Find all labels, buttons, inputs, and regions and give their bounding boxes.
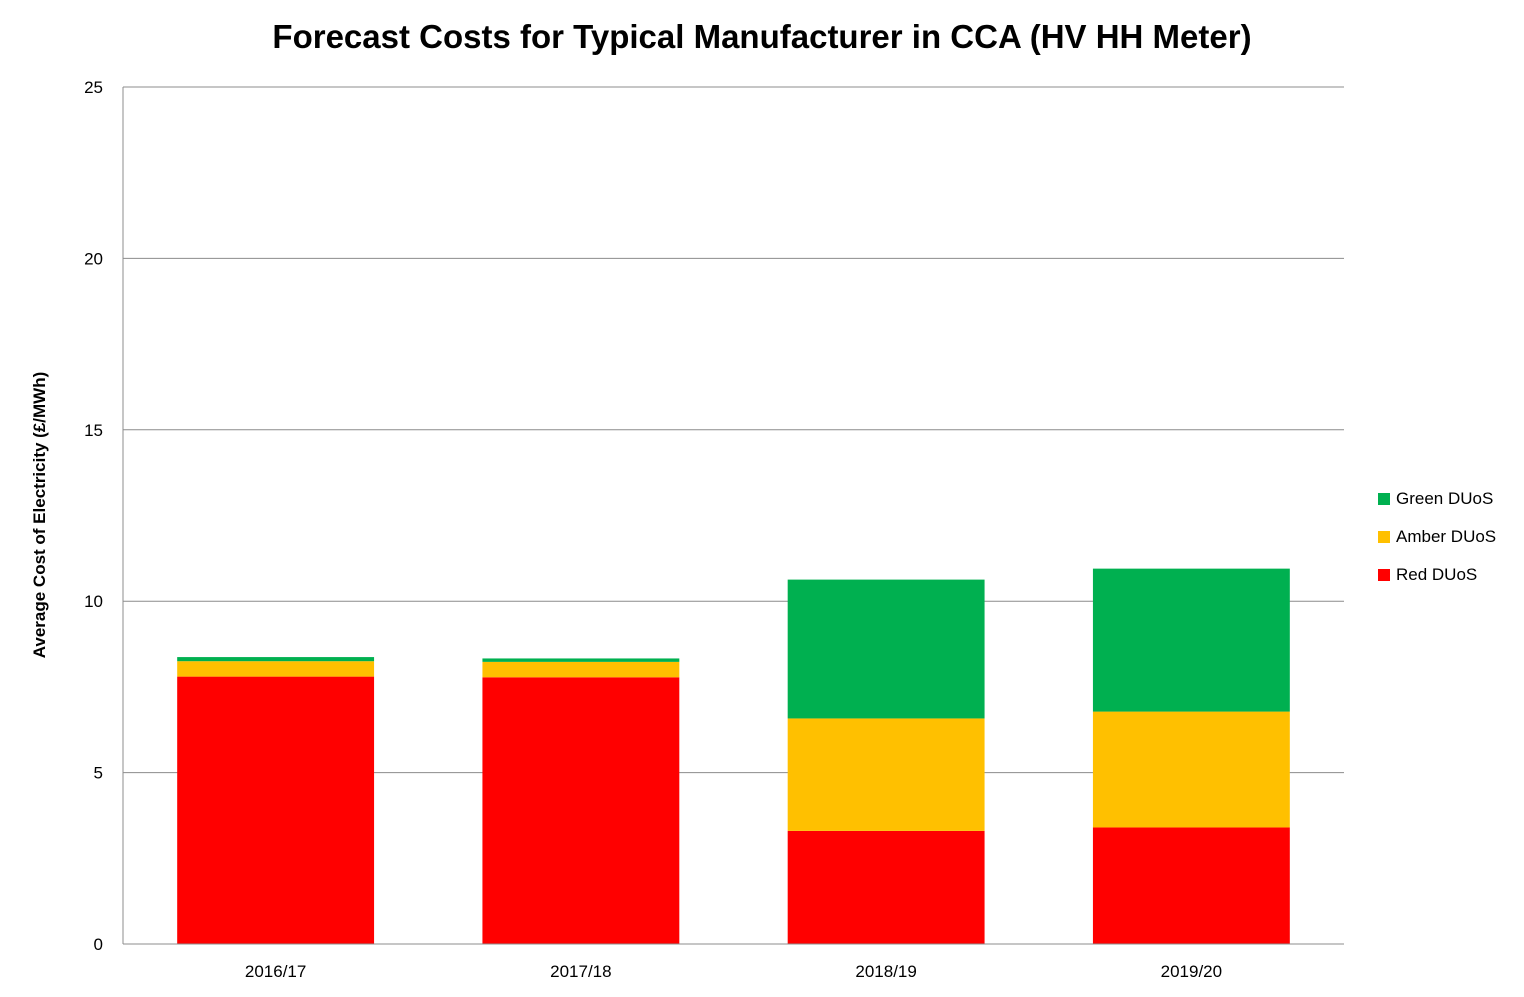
bar-amber-duos (482, 661, 680, 678)
y-tick-label: 5 (94, 764, 103, 783)
bar-green-duos (482, 658, 680, 662)
y-tick-label: 25 (84, 78, 103, 97)
bar-green-duos (787, 579, 985, 719)
bar-amber-duos (787, 718, 985, 831)
bar-amber-duos (177, 661, 375, 677)
bar-green-duos (177, 657, 375, 662)
y-tick-label: 15 (84, 421, 103, 440)
legend-item: Amber DUoS (1378, 518, 1496, 556)
legend-item: Red DUoS (1378, 556, 1496, 594)
legend-swatch (1378, 493, 1390, 505)
legend-swatch (1378, 569, 1390, 581)
bar-amber-duos (1092, 711, 1290, 828)
bar-red-duos (1092, 827, 1290, 944)
y-tick-label: 10 (84, 592, 103, 611)
legend-item: Green DUoS (1378, 480, 1496, 518)
chart-title: Forecast Costs for Typical Manufacturer … (272, 18, 1252, 55)
bar-red-duos (787, 830, 985, 944)
bar-red-duos (177, 676, 375, 944)
bar-green-duos (1092, 568, 1290, 712)
x-tick-label: 2017/18 (550, 962, 611, 981)
y-tick-label: 0 (94, 935, 103, 954)
bar-red-duos (482, 677, 680, 944)
x-tick-label: 2018/19 (855, 962, 916, 981)
legend-label: Red DUoS (1396, 565, 1478, 584)
legend-swatch (1378, 531, 1390, 543)
legend-label: Green DUoS (1396, 489, 1494, 508)
legend-label: Amber DUoS (1396, 527, 1497, 546)
chart-legend: Green DUoS Amber DUoS Red DUoS (1378, 480, 1496, 594)
y-tick-label: 20 (84, 249, 103, 268)
x-tick-label: 2019/20 (1161, 962, 1222, 981)
x-tick-label: 2016/17 (245, 962, 306, 981)
